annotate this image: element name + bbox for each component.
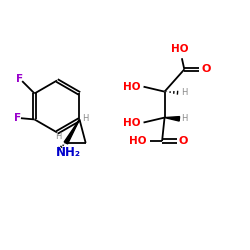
Text: HO: HO <box>123 118 140 128</box>
Text: F: F <box>14 113 21 123</box>
Text: F: F <box>16 74 23 84</box>
Text: NH₂: NH₂ <box>56 146 80 159</box>
Text: H: H <box>181 88 187 97</box>
Text: O: O <box>201 64 210 74</box>
Polygon shape <box>164 116 180 121</box>
Text: H: H <box>82 114 89 123</box>
Text: HO: HO <box>129 136 147 146</box>
Text: H: H <box>181 114 187 123</box>
Text: HO: HO <box>171 44 188 54</box>
Text: HO: HO <box>123 82 140 92</box>
Polygon shape <box>64 120 80 144</box>
Text: O: O <box>178 136 188 146</box>
Text: H: H <box>55 132 62 141</box>
